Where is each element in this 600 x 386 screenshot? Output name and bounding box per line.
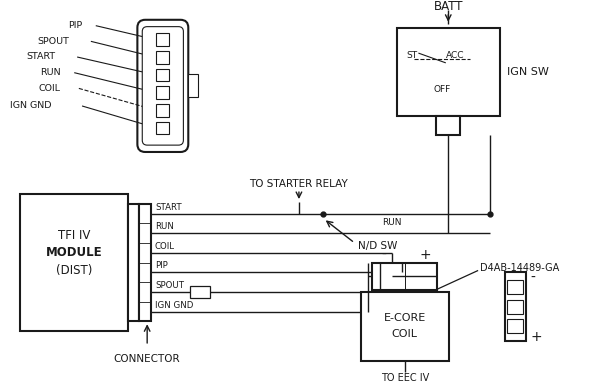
Text: SPOUT: SPOUT xyxy=(37,37,69,46)
Text: (DIST): (DIST) xyxy=(56,264,92,277)
Text: IGN GND: IGN GND xyxy=(155,301,193,310)
Bar xyxy=(157,51,169,64)
Text: ACC: ACC xyxy=(446,51,465,59)
Bar xyxy=(188,74,198,97)
Text: COIL: COIL xyxy=(155,242,175,251)
Text: E-CORE: E-CORE xyxy=(383,313,426,323)
Text: +: + xyxy=(530,330,542,344)
FancyBboxPatch shape xyxy=(137,20,188,152)
Text: D4AB-14489-GA: D4AB-14489-GA xyxy=(480,262,559,273)
Bar xyxy=(20,194,128,331)
Text: PIP: PIP xyxy=(68,21,83,30)
Text: RUN: RUN xyxy=(382,218,402,227)
Text: IGN SW: IGN SW xyxy=(508,67,550,77)
Text: -: - xyxy=(530,271,535,285)
Bar xyxy=(157,104,169,117)
Text: IGN GND: IGN GND xyxy=(10,102,51,110)
Text: RUN: RUN xyxy=(40,68,61,77)
Text: -: - xyxy=(382,248,386,262)
Text: START: START xyxy=(26,52,55,61)
Bar xyxy=(508,280,523,294)
Text: CONNECTOR: CONNECTOR xyxy=(114,354,181,364)
Text: SPOUT: SPOUT xyxy=(155,281,184,290)
Bar xyxy=(157,122,169,134)
Bar xyxy=(157,69,169,81)
Text: +: + xyxy=(419,248,431,262)
Text: BATT: BATT xyxy=(434,0,463,13)
Bar xyxy=(157,34,169,46)
Text: TFI IV: TFI IV xyxy=(58,229,90,242)
Text: COIL: COIL xyxy=(39,84,61,93)
Bar xyxy=(128,204,139,322)
Text: OFF: OFF xyxy=(433,85,451,94)
Bar xyxy=(508,300,523,313)
Bar xyxy=(373,262,437,290)
Bar xyxy=(397,28,500,116)
Text: TO EEC IV: TO EEC IV xyxy=(380,373,429,383)
Text: TO STARTER RELAY: TO STARTER RELAY xyxy=(250,179,349,189)
Text: PIP: PIP xyxy=(155,261,168,271)
Bar xyxy=(139,204,151,322)
Text: COIL: COIL xyxy=(392,329,418,339)
Text: RUN: RUN xyxy=(155,222,174,231)
Bar xyxy=(505,273,526,341)
Text: N/D SW: N/D SW xyxy=(358,241,397,251)
Bar xyxy=(190,286,210,298)
Text: MODULE: MODULE xyxy=(46,246,102,259)
Bar xyxy=(436,116,460,135)
Bar xyxy=(157,86,169,99)
Text: ST: ST xyxy=(407,51,418,59)
Bar xyxy=(508,320,523,333)
Text: START: START xyxy=(155,203,182,212)
Bar xyxy=(361,292,449,361)
FancyBboxPatch shape xyxy=(142,27,184,145)
